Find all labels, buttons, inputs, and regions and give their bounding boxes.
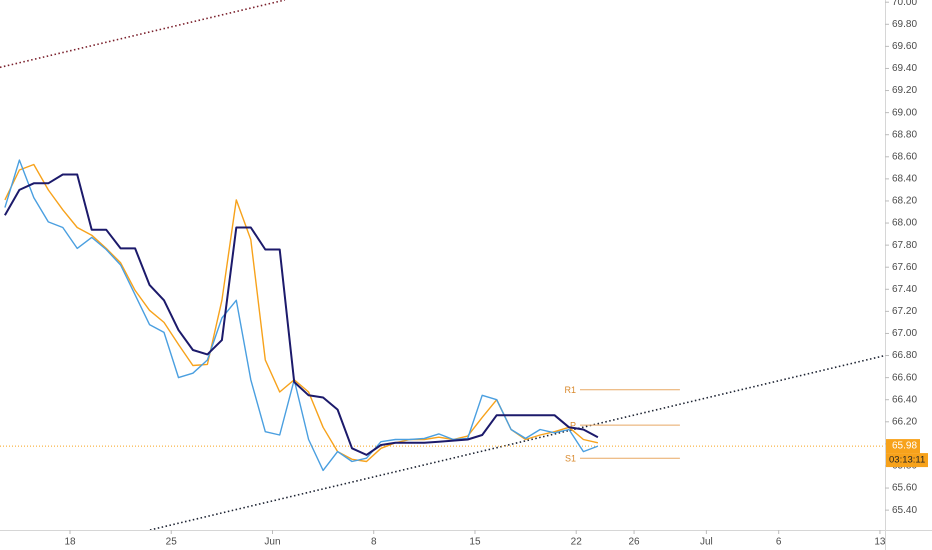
y-tick-label: 67.80 bbox=[892, 240, 917, 251]
y-tick-label: 69.00 bbox=[892, 107, 917, 118]
x-tick-label: 15 bbox=[469, 537, 481, 548]
y-tick-label: 68.40 bbox=[892, 174, 917, 185]
pivot-label: P bbox=[570, 420, 576, 430]
y-tick-label: 66.80 bbox=[892, 350, 917, 361]
y-tick-label: 69.40 bbox=[892, 63, 917, 74]
plot-area: R1 P S1 bbox=[0, 0, 885, 530]
trend-line bbox=[0, 0, 286, 69]
y-tick-label: 69.20 bbox=[892, 85, 917, 96]
y-tick-label: 68.20 bbox=[892, 196, 917, 207]
x-tick-label: 8 bbox=[371, 537, 377, 548]
x-tick-label: 26 bbox=[629, 537, 641, 548]
last-price-label: 65.98 bbox=[892, 441, 917, 452]
countdown-label: 03:13:11 bbox=[889, 455, 925, 466]
y-tick-label: 65.60 bbox=[892, 483, 917, 494]
y-tick-label: 68.80 bbox=[892, 129, 917, 140]
y-tick-label: 66.40 bbox=[892, 394, 917, 405]
axes: 65.4065.6065.8066.0066.2066.4066.6066.80… bbox=[64, 0, 928, 548]
pivot-label: R1 bbox=[564, 385, 576, 395]
x-tick-label: Jul bbox=[700, 537, 713, 548]
y-tick-label: 68.00 bbox=[892, 218, 917, 229]
x-tick-label: 18 bbox=[64, 537, 76, 548]
x-tick-label: 22 bbox=[571, 537, 583, 548]
y-tick-label: 69.60 bbox=[892, 41, 917, 52]
y-tick-label: 67.60 bbox=[892, 262, 917, 273]
y-tick-label: 65.40 bbox=[892, 505, 917, 516]
y-tick-label: 67.00 bbox=[892, 328, 917, 339]
y-tick-label: 70.00 bbox=[892, 0, 917, 8]
countdown-badge bbox=[886, 453, 928, 468]
x-tick-label: 6 bbox=[776, 537, 782, 548]
x-tick-label: 13 bbox=[874, 537, 886, 548]
x-tick-label: Jun bbox=[264, 537, 280, 548]
y-tick-label: 67.20 bbox=[892, 306, 917, 317]
y-tick-label: 68.60 bbox=[892, 151, 917, 162]
series-line bbox=[4, 159, 599, 472]
pivot-label: S1 bbox=[565, 454, 576, 464]
y-tick-label: 67.40 bbox=[892, 284, 917, 295]
y-tick-label: 69.80 bbox=[892, 19, 917, 30]
series-line bbox=[4, 173, 599, 456]
y-tick-label: 66.60 bbox=[892, 372, 917, 383]
y-tick-label: 66.20 bbox=[892, 416, 917, 427]
x-tick-label: 25 bbox=[166, 537, 178, 548]
last-price-badge bbox=[886, 439, 920, 454]
